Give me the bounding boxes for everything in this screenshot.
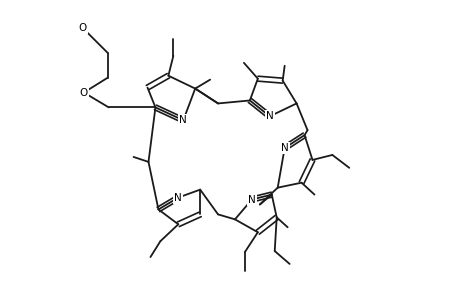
Text: N: N (174, 193, 182, 202)
Text: N: N (280, 143, 288, 153)
Text: N: N (179, 115, 187, 125)
Text: N: N (247, 194, 255, 205)
Text: O: O (78, 23, 87, 33)
Text: N: N (265, 111, 273, 121)
Text: O: O (79, 88, 88, 98)
